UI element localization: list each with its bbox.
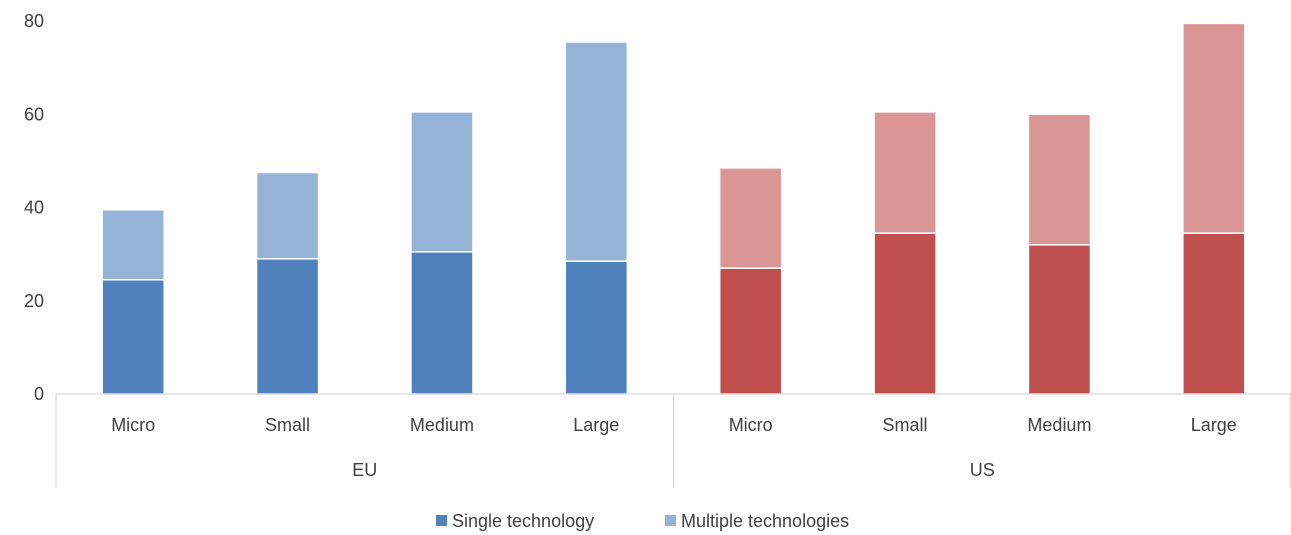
bar-us-micro-single-technology xyxy=(718,267,783,395)
bar-us-small-single-technology xyxy=(873,232,937,395)
bar-us-medium-multiple-technologies xyxy=(1027,113,1092,246)
bar-eu-small-single-technology xyxy=(255,258,320,395)
category-label: Micro xyxy=(111,415,155,435)
legend-label: Single technology xyxy=(452,511,594,531)
category-label: Small xyxy=(883,415,928,435)
bars xyxy=(101,22,1246,395)
y-tick-label: 80 xyxy=(24,11,44,31)
category-label: Medium xyxy=(1027,415,1091,435)
bar-eu-medium-single-technology xyxy=(410,251,474,395)
category-label: Small xyxy=(265,415,310,435)
group-label: US xyxy=(970,460,995,480)
bar-us-small-multiple-technologies xyxy=(873,111,937,234)
category-labels: Micro Small Medium Large Micro Small Medium Lar… xyxy=(111,415,1237,435)
legend: Single technology Multiple technologies xyxy=(436,511,849,531)
bar-us-large-single-technology xyxy=(1182,232,1246,395)
bar-eu-micro-single-technology xyxy=(101,279,165,395)
bar-eu-large-multiple-technologies xyxy=(564,41,629,262)
y-axis-ticks: 0 20 40 60 80 xyxy=(24,11,44,404)
category-label: Large xyxy=(573,415,619,435)
group-label: EU xyxy=(352,460,377,480)
group-labels: EU US xyxy=(352,460,995,480)
bar-eu-large-single-technology xyxy=(564,260,629,395)
bar-us-large-multiple-technologies xyxy=(1182,22,1246,234)
y-tick-label: 40 xyxy=(24,198,44,218)
bar-eu-medium-multiple-technologies xyxy=(410,111,474,253)
bar-us-micro-multiple-technologies xyxy=(718,167,783,269)
legend-label: Multiple technologies xyxy=(681,511,849,531)
y-tick-label: 60 xyxy=(24,104,44,124)
y-tick-label: 20 xyxy=(24,291,44,311)
legend-swatch xyxy=(436,515,447,526)
x-axis xyxy=(55,393,1291,488)
legend-swatch xyxy=(665,515,676,526)
category-label: Large xyxy=(1191,415,1237,435)
y-tick-label: 0 xyxy=(34,384,44,404)
category-label: Medium xyxy=(410,415,474,435)
category-label: Micro xyxy=(729,415,773,435)
bar-eu-micro-multiple-technologies xyxy=(101,209,165,281)
bar-eu-small-multiple-technologies xyxy=(255,171,320,260)
bar-us-medium-single-technology xyxy=(1027,244,1092,395)
